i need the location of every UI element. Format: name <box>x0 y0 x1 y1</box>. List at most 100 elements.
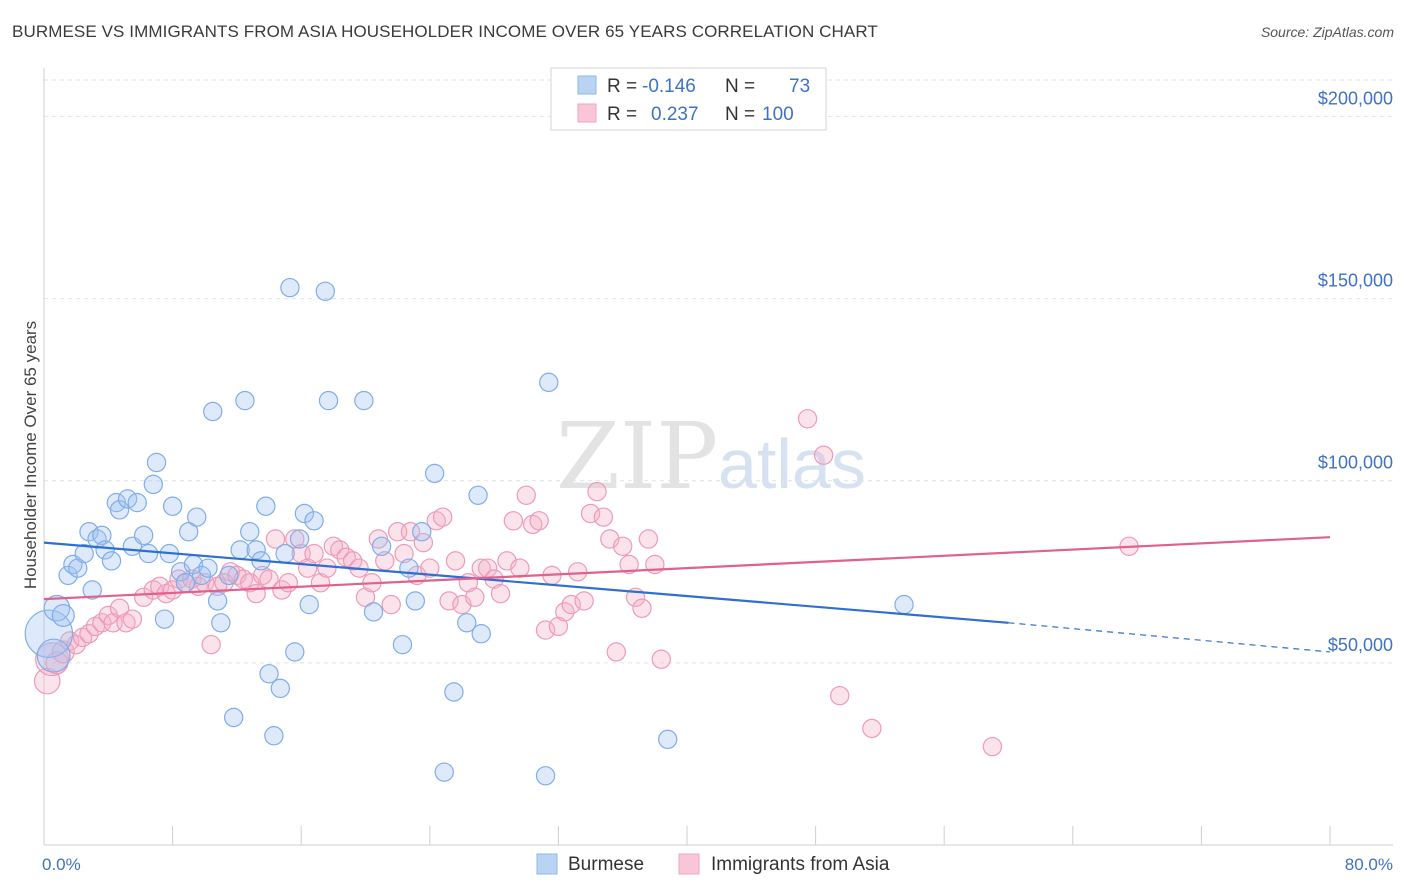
point-burmese <box>246 540 266 560</box>
point-burmese <box>264 726 284 746</box>
point-burmese <box>133 525 154 546</box>
point-burmese <box>471 624 491 644</box>
point-immigrants-from-asia <box>278 573 299 593</box>
point-burmese <box>658 729 678 750</box>
point-immigrants-from-asia <box>516 485 536 505</box>
point-burmese <box>138 543 159 564</box>
point-immigrants-from-asia <box>92 613 112 633</box>
point-burmese <box>289 529 310 549</box>
point-immigrants-from-asia <box>317 558 337 578</box>
point-immigrants-from-asia <box>651 649 671 669</box>
point-immigrants-from-asia <box>439 591 459 611</box>
point-burmese <box>434 762 454 782</box>
point-burmese <box>275 543 295 564</box>
point-immigrants-from-asia <box>503 511 524 531</box>
point-burmese <box>468 485 488 505</box>
point-immigrants-from-asia <box>432 507 453 527</box>
legend-swatch-burmese <box>577 75 597 95</box>
point-burmese <box>146 452 167 473</box>
point-immigrants-from-asia <box>426 511 446 531</box>
point-burmese <box>187 507 207 527</box>
y-tick-label: $200,000 <box>1318 88 1393 108</box>
point-immigrants-from-asia <box>304 543 324 564</box>
point-immigrants-from-asia <box>797 409 818 429</box>
point-burmese <box>405 591 426 611</box>
point-immigrants-from-asia <box>619 554 639 575</box>
legend-n-value-asia: 100 <box>762 104 794 125</box>
point-burmese <box>127 492 147 513</box>
point-burmese <box>191 565 212 586</box>
point-burmese <box>36 638 71 673</box>
legend-r-label-burmese: R = <box>607 76 637 97</box>
point-immigrants-from-asia <box>285 529 305 549</box>
legend-r-value-asia: 0.237 <box>651 104 699 125</box>
point-burmese <box>162 496 183 516</box>
point-immigrants-from-asia <box>510 558 530 578</box>
point-burmese <box>82 580 102 600</box>
point-burmese <box>79 522 99 542</box>
point-immigrants-from-asia <box>109 598 130 618</box>
point-burmese <box>219 565 239 586</box>
chart-title: BURMESE VS IMMIGRANTS FROM ASIA HOUSEHOL… <box>12 22 878 41</box>
point-immigrants-from-asia <box>201 634 221 655</box>
point-immigrants-from-asia <box>593 507 614 527</box>
point-immigrants-from-asia <box>323 536 344 556</box>
point-immigrants-from-asia <box>233 569 254 589</box>
point-immigrants-from-asia <box>555 602 575 622</box>
point-immigrants-from-asia <box>150 576 170 597</box>
point-immigrants-from-asia <box>79 624 99 644</box>
point-immigrants-from-asia <box>35 642 70 677</box>
point-immigrants-from-asia <box>465 587 485 607</box>
point-immigrants-from-asia <box>574 591 594 611</box>
point-burmese <box>315 281 336 301</box>
point-burmese <box>539 372 559 393</box>
y-axis-label: Householder Income Over 65 years <box>21 321 40 589</box>
point-immigrants-from-asia <box>445 551 466 571</box>
point-immigrants-from-asia <box>72 627 93 648</box>
point-burmese <box>198 558 218 578</box>
point-immigrants-from-asia <box>638 529 659 549</box>
point-burmese <box>51 603 75 628</box>
point-burmese <box>354 390 374 411</box>
point-immigrants-from-asia <box>567 562 588 582</box>
point-immigrants-from-asia <box>116 613 136 633</box>
point-immigrants-from-asia <box>830 685 850 706</box>
point-burmese <box>101 551 122 571</box>
point-burmese <box>235 390 255 411</box>
point-burmese <box>259 664 279 684</box>
point-burmese <box>894 594 914 615</box>
point-burmese <box>154 609 175 629</box>
point-immigrants-from-asia <box>355 587 376 607</box>
point-immigrants-from-asia <box>632 598 652 618</box>
x-tick-label-min: 0.0% <box>42 855 81 874</box>
point-burmese <box>175 573 196 593</box>
point-burmese <box>424 463 445 484</box>
point-burmese <box>535 766 556 786</box>
legend-r-value-burmese: -0.146 <box>642 76 696 97</box>
point-burmese <box>223 707 244 728</box>
legend-n-value-burmese: 73 <box>789 76 810 97</box>
point-burmese <box>363 602 384 622</box>
bottom-legend-swatch-burmese <box>536 853 558 875</box>
point-immigrants-from-asia <box>529 511 549 531</box>
point-immigrants-from-asia <box>548 616 569 637</box>
point-burmese <box>92 525 112 546</box>
point-burmese <box>74 543 94 564</box>
legend-n-label-asia: N = <box>725 104 755 125</box>
point-immigrants-from-asia <box>310 573 331 593</box>
watermark-atlas: atlas <box>718 425 866 503</box>
series-immigrants-from-asia <box>33 409 1139 757</box>
point-burmese <box>68 558 88 578</box>
point-burmese <box>294 503 315 524</box>
point-burmese <box>58 565 78 586</box>
point-burmese <box>207 591 228 611</box>
point-burmese <box>211 613 231 633</box>
legend-swatch-asia <box>577 103 597 123</box>
trendline-burmese-extension <box>1008 622 1331 653</box>
point-burmese <box>392 634 413 655</box>
bottom-legend-swatch-asia <box>678 853 700 875</box>
axes <box>43 68 1393 846</box>
point-burmese <box>412 522 432 542</box>
point-burmese <box>43 594 71 622</box>
